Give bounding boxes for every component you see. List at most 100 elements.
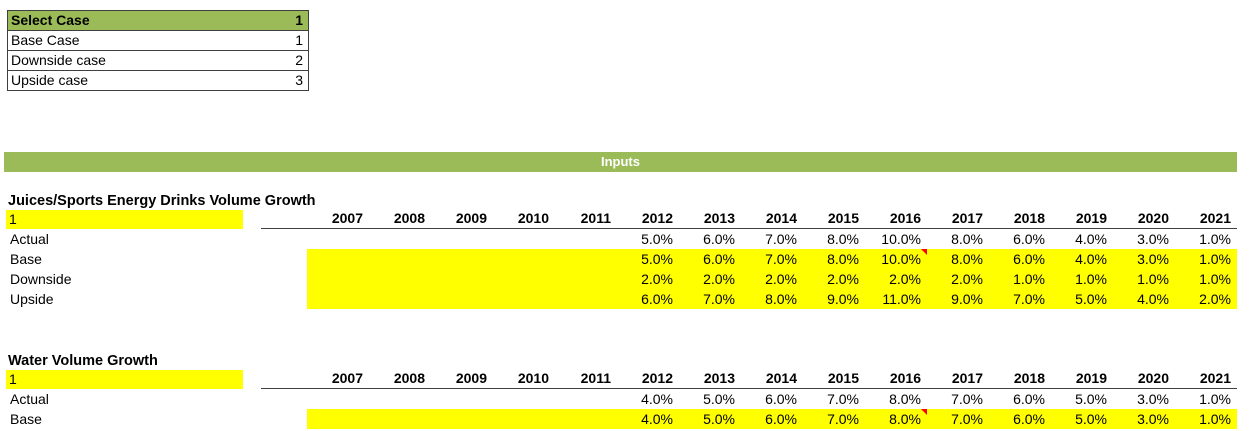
year-header-cell: 2014 bbox=[765, 210, 797, 226]
value-cell[interactable]: 2.0% bbox=[1175, 289, 1237, 309]
value-cell[interactable]: 2.0% bbox=[679, 269, 741, 289]
case-option-label: Base Case bbox=[11, 32, 80, 48]
value-cell[interactable]: 5.0% bbox=[1051, 409, 1113, 429]
row-label-base: Base bbox=[10, 411, 42, 427]
value-cell[interactable]: 5.0% bbox=[1051, 289, 1113, 309]
year-header-cell: 2008 bbox=[393, 210, 425, 226]
value-cell[interactable]: 7.0% bbox=[741, 249, 803, 269]
value-cell: 6.0% bbox=[703, 231, 735, 247]
value-cell[interactable] bbox=[431, 269, 493, 289]
value-cell[interactable] bbox=[431, 289, 493, 309]
value-cell[interactable]: 1.0% bbox=[1175, 249, 1237, 269]
spacer-cell bbox=[261, 229, 307, 249]
value-cell[interactable]: 7.0% bbox=[989, 289, 1051, 309]
value-cell[interactable] bbox=[307, 409, 369, 429]
growth-row-actual: 5.0% 6.0% 7.0% 8.0% 10.0% 8.0% 6.0% 4.0% 3.0% 1.0… bbox=[261, 229, 1237, 249]
value-cell[interactable]: 5.0% bbox=[617, 249, 679, 269]
value-cell[interactable]: 6.0% bbox=[989, 249, 1051, 269]
value-cell[interactable]: 4.0% bbox=[617, 409, 679, 429]
value-cell[interactable]: 1.0% bbox=[1175, 409, 1237, 429]
growth-table-rows: 4.0% 5.0% 6.0% 7.0% 8.0% 7.0% 6.0% 5.0% 3.0% 1.0%… bbox=[261, 389, 1237, 429]
year-header-cell: 2012 bbox=[641, 210, 673, 226]
year-header-cell: 2020 bbox=[1137, 210, 1169, 226]
value-cell[interactable]: 1.0% bbox=[1175, 269, 1237, 289]
value-cell[interactable] bbox=[369, 249, 431, 269]
value-cell[interactable]: 7.0% bbox=[679, 289, 741, 309]
value-cell[interactable] bbox=[307, 249, 369, 269]
value-cell[interactable]: 6.0% bbox=[679, 249, 741, 269]
value-cell[interactable]: 2.0% bbox=[741, 269, 803, 289]
case-option-row: Downside case 2 bbox=[8, 51, 308, 71]
value-cell-comment-marker[interactable]: 8.0% bbox=[865, 409, 927, 429]
value-cell bbox=[307, 389, 369, 409]
value-cell[interactable] bbox=[369, 269, 431, 289]
growth-row-upside: 6.0% 7.0% 8.0% 9.0% 11.0% 9.0% 7.0% 5.0% 4.0% 2.0… bbox=[261, 289, 1237, 309]
value-cell[interactable]: 7.0% bbox=[927, 409, 989, 429]
year-header-cell: 2011 bbox=[580, 370, 611, 386]
year-header-cell: 2016 bbox=[889, 370, 921, 386]
value-cell[interactable] bbox=[369, 289, 431, 309]
value-cell[interactable] bbox=[307, 289, 369, 309]
value-cell bbox=[493, 229, 555, 249]
case-option-value: 1 bbox=[295, 32, 303, 48]
value-cell[interactable]: 8.0% bbox=[803, 249, 865, 269]
value-cell bbox=[555, 389, 617, 409]
value-cell[interactable]: 2.0% bbox=[803, 269, 865, 289]
value-cell[interactable] bbox=[555, 249, 617, 269]
value-cell: 5.0% bbox=[641, 231, 673, 247]
value-cell[interactable] bbox=[493, 289, 555, 309]
spacer-cell bbox=[261, 389, 307, 409]
value-cell[interactable] bbox=[431, 409, 493, 429]
value-cell[interactable]: 4.0% bbox=[1113, 289, 1175, 309]
value-cell: 7.0% bbox=[827, 391, 859, 407]
value-cell[interactable]: 1.0% bbox=[1051, 269, 1113, 289]
value-cell[interactable]: 3.0% bbox=[1113, 409, 1175, 429]
value-cell[interactable]: 8.0% bbox=[927, 249, 989, 269]
value-cell[interactable] bbox=[555, 269, 617, 289]
value-cell[interactable]: 3.0% bbox=[1113, 249, 1175, 269]
value-cell[interactable] bbox=[555, 409, 617, 429]
value-cell[interactable] bbox=[555, 289, 617, 309]
year-header-cell: 2015 bbox=[827, 370, 859, 386]
value-cell-comment-marker[interactable]: 10.0% bbox=[865, 249, 927, 269]
value-cell[interactable]: 5.0% bbox=[679, 409, 741, 429]
value-cell[interactable] bbox=[307, 269, 369, 289]
value-cell[interactable]: 6.0% bbox=[741, 409, 803, 429]
value-cell[interactable]: 1.0% bbox=[989, 269, 1051, 289]
year-header-cell: 2019 bbox=[1075, 210, 1107, 226]
value-cell[interactable]: 8.0% bbox=[741, 289, 803, 309]
value-cell[interactable]: 9.0% bbox=[803, 289, 865, 309]
value-cell[interactable]: 6.0% bbox=[989, 409, 1051, 429]
year-header-cell: 2014 bbox=[765, 370, 797, 386]
value-cell[interactable]: 1.0% bbox=[1113, 269, 1175, 289]
value-cell[interactable] bbox=[369, 409, 431, 429]
value-cell bbox=[555, 229, 617, 249]
value-cell[interactable] bbox=[431, 249, 493, 269]
year-header-cell: 2012 bbox=[641, 370, 673, 386]
value-cell: 5.0% bbox=[703, 391, 735, 407]
spacer-cell bbox=[261, 409, 307, 429]
value-cell[interactable]: 2.0% bbox=[617, 269, 679, 289]
value-cell[interactable]: 2.0% bbox=[865, 269, 927, 289]
case-selector-header: Select Case 1 bbox=[8, 11, 308, 31]
value-cell[interactable]: 9.0% bbox=[927, 289, 989, 309]
value-cell[interactable]: 6.0% bbox=[617, 289, 679, 309]
value-cell[interactable] bbox=[493, 269, 555, 289]
year-header-cell: 2010 bbox=[517, 370, 549, 386]
value-cell[interactable]: 2.0% bbox=[927, 269, 989, 289]
value-cell[interactable]: 11.0% bbox=[865, 289, 927, 309]
case-selector-value-cell[interactable]: 1 bbox=[295, 12, 303, 28]
value-cell bbox=[431, 389, 493, 409]
selected-case-cell[interactable]: 1 bbox=[6, 210, 243, 229]
case-option-label: Downside case bbox=[11, 52, 106, 68]
value-cell[interactable]: 7.0% bbox=[803, 409, 865, 429]
value-cell[interactable] bbox=[493, 409, 555, 429]
year-header-cell: 2016 bbox=[889, 210, 921, 226]
year-header-row: 2007 2008 2009 2010 2011 2012 2013 2014 2015 2016… bbox=[261, 209, 1237, 229]
value-cell: 8.0% bbox=[889, 391, 921, 407]
value-cell: 10.0% bbox=[881, 231, 921, 247]
value-cell[interactable] bbox=[493, 249, 555, 269]
value-cell[interactable]: 4.0% bbox=[1051, 249, 1113, 269]
selected-case-cell[interactable]: 1 bbox=[6, 370, 243, 389]
